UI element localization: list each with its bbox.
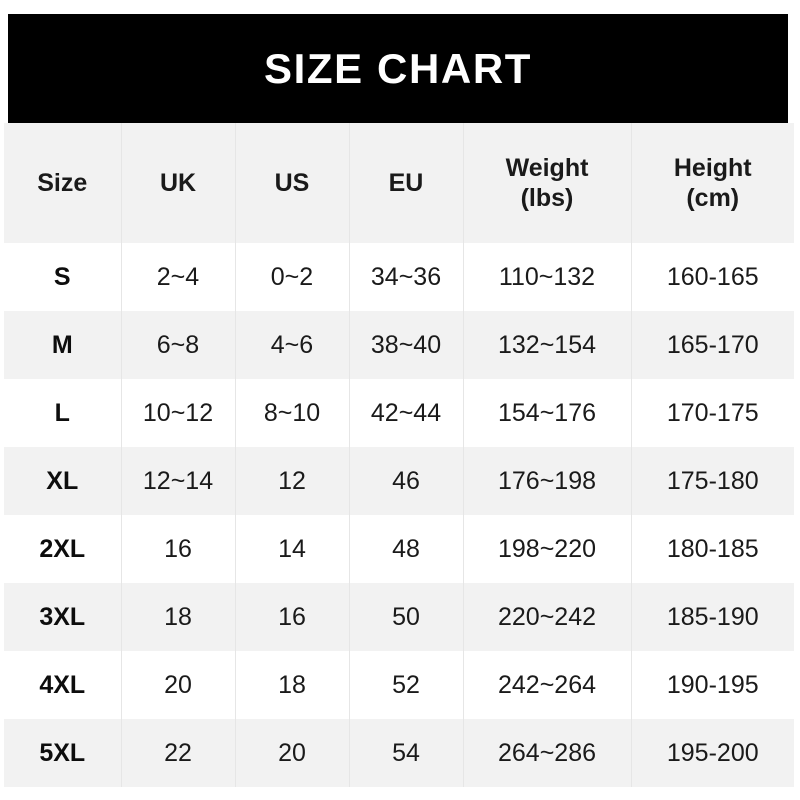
cell-eu: 54 — [348, 719, 463, 787]
cell-uk: 12~14 — [120, 447, 235, 515]
cell-weight: 176~198 — [462, 447, 631, 515]
size-chart-table: Size UK US EU Weight (lbs) Height (cm) S 2~4 0~2 3… — [4, 123, 794, 787]
cell-eu: 42~44 — [348, 379, 463, 447]
cell-us: 16 — [234, 583, 349, 651]
cell-size: S — [4, 243, 121, 311]
column-header-us: US — [234, 123, 349, 243]
cell-eu: 46 — [348, 447, 463, 515]
column-header-uk: UK — [120, 123, 235, 243]
table-row: M 6~8 4~6 38~40 132~154 165-170 — [4, 311, 794, 379]
cell-height: 185-190 — [630, 583, 794, 651]
cell-us: 0~2 — [234, 243, 349, 311]
cell-size: L — [4, 379, 121, 447]
cell-weight: 220~242 — [462, 583, 631, 651]
table-row: L 10~12 8~10 42~44 154~176 170-175 — [4, 379, 794, 447]
table-row: XL 12~14 12 46 176~198 175-180 — [4, 447, 794, 515]
cell-size: 4XL — [4, 651, 121, 719]
table-row: 2XL 16 14 48 198~220 180-185 — [4, 515, 794, 583]
column-header-label: Height — [673, 153, 752, 182]
column-header-label: US — [274, 168, 310, 197]
column-header-height: Height (cm) — [630, 123, 794, 243]
cell-us: 4~6 — [234, 311, 349, 379]
table-header: Size UK US EU Weight (lbs) Height (cm) — [4, 123, 794, 243]
cell-size: M — [4, 311, 121, 379]
cell-size: XL — [4, 447, 121, 515]
cell-us: 14 — [234, 515, 349, 583]
cell-height: 175-180 — [630, 447, 794, 515]
column-header-label: Weight — [505, 153, 589, 182]
cell-eu: 52 — [348, 651, 463, 719]
cell-uk: 22 — [120, 719, 235, 787]
cell-height: 160-165 — [630, 243, 794, 311]
cell-uk: 20 — [120, 651, 235, 719]
cell-weight: 132~154 — [462, 311, 631, 379]
cell-weight: 242~264 — [462, 651, 631, 719]
table-row: 4XL 20 18 52 242~264 190-195 — [4, 651, 794, 719]
column-header-label: Size — [37, 168, 88, 197]
page-title: SIZE CHART — [264, 44, 532, 92]
cell-us: 18 — [234, 651, 349, 719]
cell-eu: 34~36 — [348, 243, 463, 311]
cell-uk: 6~8 — [120, 311, 235, 379]
table-row: S 2~4 0~2 34~36 110~132 160-165 — [4, 243, 794, 311]
column-header-label: EU — [388, 168, 424, 197]
table-row: 5XL 22 20 54 264~286 195-200 — [4, 719, 794, 787]
cell-size: 2XL — [4, 515, 121, 583]
column-header-label: UK — [159, 168, 197, 197]
column-header-size: Size — [4, 123, 121, 243]
cell-uk: 18 — [120, 583, 235, 651]
cell-height: 195-200 — [630, 719, 794, 787]
column-header-label: (cm) — [686, 184, 740, 212]
cell-height: 180-185 — [630, 515, 794, 583]
cell-eu: 38~40 — [348, 311, 463, 379]
cell-uk: 2~4 — [120, 243, 235, 311]
cell-weight: 264~286 — [462, 719, 631, 787]
cell-size: 5XL — [4, 719, 121, 787]
cell-uk: 16 — [120, 515, 235, 583]
cell-size: 3XL — [4, 583, 121, 651]
cell-weight: 110~132 — [462, 243, 631, 311]
cell-weight: 198~220 — [462, 515, 631, 583]
cell-height: 170-175 — [630, 379, 794, 447]
cell-us: 12 — [234, 447, 349, 515]
cell-eu: 48 — [348, 515, 463, 583]
cell-us: 8~10 — [234, 379, 349, 447]
column-header-weight: Weight (lbs) — [462, 123, 631, 243]
column-header-label: (lbs) — [520, 184, 574, 212]
cell-uk: 10~12 — [120, 379, 235, 447]
table-body: S 2~4 0~2 34~36 110~132 160-165 M 6~8 4~6 38~40 13… — [4, 243, 794, 787]
column-header-eu: EU — [348, 123, 463, 243]
cell-height: 190-195 — [630, 651, 794, 719]
cell-weight: 154~176 — [462, 379, 631, 447]
cell-height: 165-170 — [630, 311, 794, 379]
title-banner: SIZE CHART — [8, 14, 788, 123]
table-header-row: Size UK US EU Weight (lbs) Height (cm) — [4, 123, 794, 243]
cell-us: 20 — [234, 719, 349, 787]
table-row: 3XL 18 16 50 220~242 185-190 — [4, 583, 794, 651]
cell-eu: 50 — [348, 583, 463, 651]
